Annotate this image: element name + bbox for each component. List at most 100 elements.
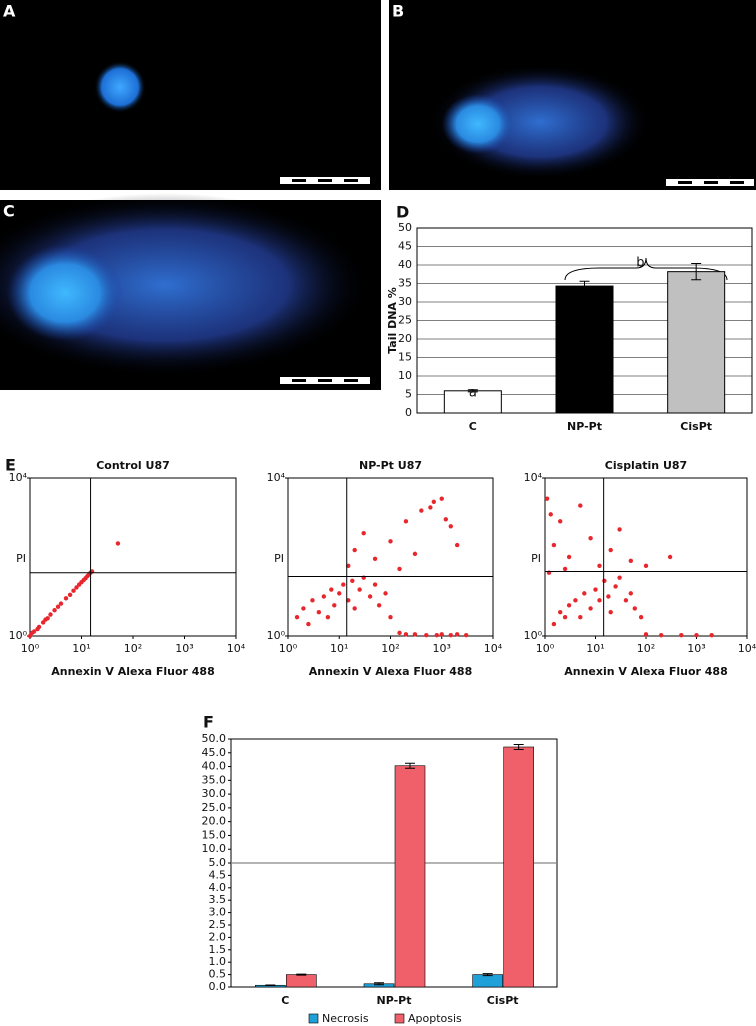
error-bar: [467, 389, 478, 393]
point: [562, 614, 568, 620]
y-tick-label: 3.5: [209, 893, 227, 906]
point: [115, 541, 121, 546]
x-tick-label: CisPt: [680, 420, 712, 433]
point: [383, 591, 388, 596]
point: [35, 626, 40, 632]
point: [667, 554, 673, 560]
y-tick-label: 2.0: [209, 930, 227, 943]
bar: [472, 974, 503, 988]
y-tick-label: 40: [398, 258, 412, 271]
error-bar: [405, 762, 415, 769]
point: [659, 632, 664, 638]
point: [597, 598, 602, 603]
plot-title: Control U87: [96, 459, 170, 472]
panel-label: C: [3, 202, 15, 221]
point: [361, 531, 366, 536]
point: [593, 587, 598, 592]
point: [310, 598, 315, 603]
point: [558, 519, 563, 524]
point: [403, 519, 409, 524]
point: [332, 603, 337, 608]
point: [709, 632, 714, 638]
point: [306, 621, 311, 627]
point: [337, 591, 342, 596]
point: [431, 499, 437, 504]
y-tick-label: 20: [398, 332, 412, 345]
point: [464, 632, 469, 638]
y-tick-label: 4.0: [209, 881, 227, 894]
y-tick-label: 0.0: [209, 980, 227, 993]
bar: [394, 765, 426, 988]
point: [602, 578, 607, 583]
x-tick-label: 10⁴: [227, 642, 246, 655]
y-tick-label: 5.0: [209, 856, 227, 869]
x-tick-label: NP-Pt: [567, 420, 602, 433]
x-tick-label: 10⁴: [738, 642, 756, 655]
bar: [286, 974, 317, 988]
point: [74, 585, 79, 590]
panel-label: A: [3, 2, 16, 21]
y-tick-label: 25: [398, 314, 412, 327]
point: [643, 632, 649, 637]
point: [679, 632, 684, 638]
y-tick-label: 10: [398, 369, 412, 382]
plot-area: [544, 477, 748, 637]
point: [419, 508, 424, 513]
point: [412, 551, 418, 557]
point: [628, 591, 633, 596]
point: [606, 594, 611, 599]
point: [643, 563, 649, 568]
legend-label: Necrosis: [322, 1012, 369, 1025]
point: [562, 566, 568, 572]
micrograph-b: [389, 0, 756, 190]
y-tick-label: 50.0: [202, 732, 227, 745]
plot-title: NP-Pt U87: [359, 459, 422, 472]
x-axis-title: Annexin V Alexa Fluor 488: [564, 665, 728, 678]
y-tick-label: 4.5: [209, 868, 227, 881]
error-bar: [374, 982, 384, 986]
annotation: a: [469, 386, 477, 401]
point: [613, 584, 618, 589]
point: [578, 614, 583, 620]
y-tick-label: 25.0: [202, 801, 227, 814]
point: [316, 610, 322, 615]
point: [623, 598, 629, 603]
y-tick-label: 50: [398, 221, 412, 234]
x-tick-label: 10²: [124, 642, 142, 655]
error-bar: [513, 744, 524, 750]
point: [397, 566, 402, 572]
plot-title: Cisplatin U87: [605, 459, 687, 472]
y-tick-label: 10⁰: [9, 629, 28, 642]
point: [454, 632, 460, 637]
point: [448, 632, 453, 638]
y-tick-label: 40.0: [202, 760, 227, 773]
x-tick-label: CisPt: [487, 994, 519, 1007]
x-tick-label: 10²: [637, 642, 655, 655]
point: [71, 588, 76, 593]
point: [397, 630, 402, 636]
point: [628, 558, 633, 564]
point: [329, 587, 334, 592]
point: [48, 612, 53, 617]
x-tick-label: 10³: [433, 642, 451, 655]
point: [434, 632, 439, 638]
point: [558, 610, 563, 615]
point: [578, 503, 583, 508]
point: [325, 614, 331, 620]
point: [439, 632, 444, 637]
y-tick-label: 10⁰: [267, 629, 286, 642]
panel-label: B: [392, 2, 404, 21]
x-tick-label: 10²: [381, 642, 399, 655]
y-axis-title: PI: [16, 552, 26, 565]
panel-label: F: [203, 713, 214, 732]
y-tick-label: 10⁴: [524, 471, 543, 484]
error-bar: [579, 280, 590, 292]
point: [352, 606, 357, 611]
panel-label: E: [5, 456, 16, 475]
point: [588, 535, 593, 541]
y-tick-label: 0.5: [209, 968, 227, 981]
point: [638, 614, 644, 620]
plot-area: [287, 477, 494, 637]
legend-swatch: [394, 1013, 405, 1024]
y-tick-label: 3.0: [209, 906, 227, 919]
